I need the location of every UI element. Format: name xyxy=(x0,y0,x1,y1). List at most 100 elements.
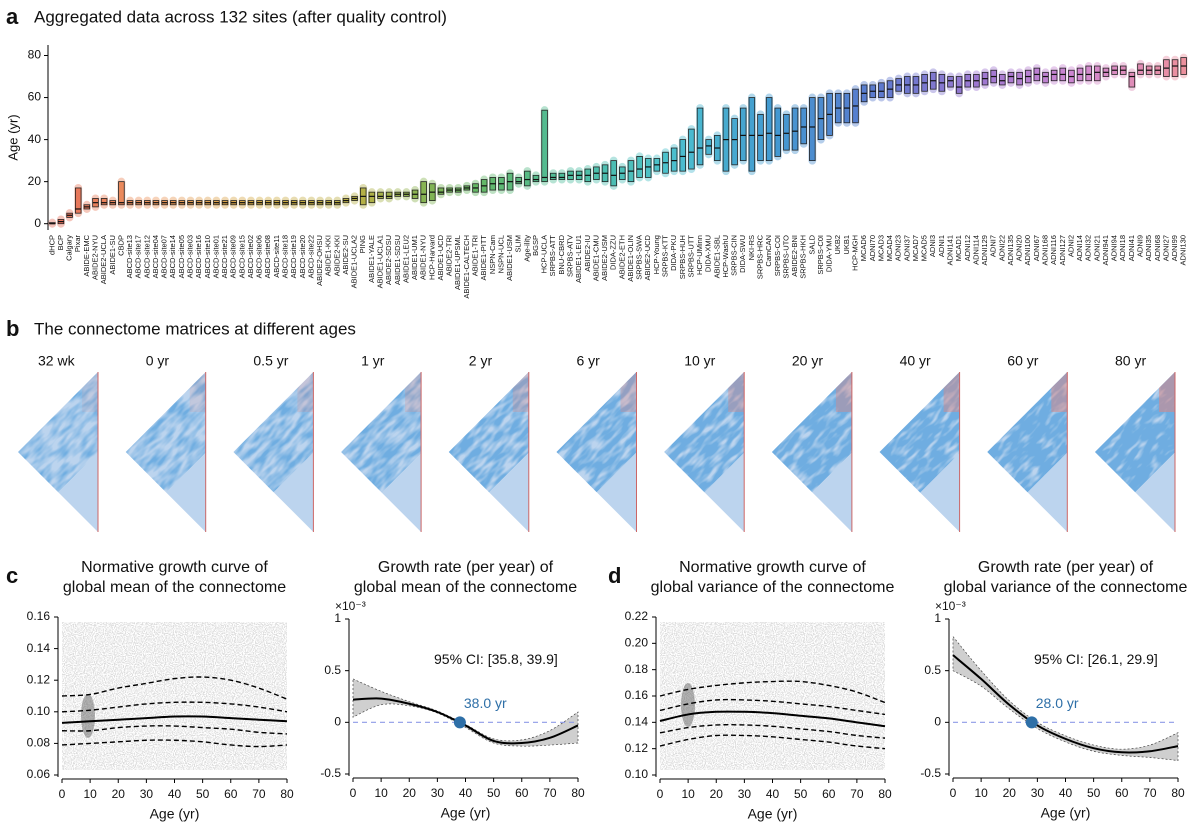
box xyxy=(377,191,384,199)
x-tick-label: BCP xyxy=(56,235,65,250)
x-tick-label: SRPBS-HUH xyxy=(678,235,687,279)
box xyxy=(731,118,738,166)
x-tick-label: ABIDE2-USM xyxy=(600,235,609,281)
x-tick-label: ADNI22 xyxy=(997,235,1006,261)
x-tick-label: ADNI130 xyxy=(1179,235,1188,265)
box xyxy=(947,76,954,88)
y-tick-label: 0.20 xyxy=(625,636,649,650)
x-axis-label: Age (yr) xyxy=(748,806,798,822)
centile-line xyxy=(61,725,288,735)
x-tick-label: 0 xyxy=(350,786,357,800)
x-tick-label: ADNI1 xyxy=(937,235,946,257)
x-tick-label: 30 xyxy=(431,786,445,800)
x-tick-label: UKB2 xyxy=(833,235,842,255)
x-tick-label: ADNI32 xyxy=(1084,235,1093,261)
x-tick-label: dHCP xyxy=(47,235,56,255)
x-tick-label: ADNI68 xyxy=(1153,235,1162,261)
x-tick-label: SRPBS-HKH xyxy=(799,235,808,279)
x-tick-label: ABIDE-EMC xyxy=(82,234,91,276)
matrix-title: 20 yr xyxy=(792,353,823,369)
annotation: 95% CI: [35.8, 39.9] xyxy=(434,651,558,667)
x-tick-label: ADNI20 xyxy=(1015,235,1024,261)
connectome-matrix xyxy=(987,372,1068,532)
x-tick-label: HCP-UMinn xyxy=(695,235,704,275)
matrix-hot xyxy=(943,372,960,412)
x-tick-label: SRPBS-CIN xyxy=(730,235,739,276)
chart-title: Growth rate (per year) of xyxy=(378,559,554,576)
x-tick-label: ABIDE1-TRI xyxy=(470,235,479,276)
matrix-hot xyxy=(189,372,206,412)
x-tick-label: ADNI127 xyxy=(1058,235,1067,265)
x-tick-label: NSPN-UCL xyxy=(496,235,505,273)
centile-line xyxy=(659,698,886,716)
scatter-cloud xyxy=(62,622,287,770)
matrix-hot xyxy=(1159,372,1175,412)
x-tick-label: SRPBS-HRC xyxy=(755,234,764,279)
box xyxy=(739,107,747,162)
x-tick-label: 10 xyxy=(974,786,988,800)
y-tick-label: 0.14 xyxy=(625,715,649,729)
x-tick-label: ABCD-site21 xyxy=(220,235,229,278)
x-tick-label: 30 xyxy=(738,787,752,801)
connectome-matrix xyxy=(771,372,852,532)
panel-label: a xyxy=(6,4,19,29)
x-tick-label: ADNI99 xyxy=(1170,235,1179,261)
x-tick-label: ADNI2 xyxy=(1066,235,1075,257)
zero-crossing xyxy=(1025,716,1038,729)
panel-label: d xyxy=(608,563,621,588)
x-tick-label: ABIDE2-KKI xyxy=(332,235,341,276)
matrix-title: 2 yr xyxy=(469,353,493,369)
x-tick-label: 0 xyxy=(950,786,957,800)
median-line xyxy=(659,710,886,728)
x-tick-label: ABIDE1-UM1 xyxy=(410,235,419,280)
x-tick-label: Calgary xyxy=(65,235,74,261)
x-tick-label: ADNI9 xyxy=(1135,235,1144,257)
x-tick-label: ABCD-site22 xyxy=(306,235,315,278)
x-tick-label: 10 xyxy=(681,787,695,801)
centile-line xyxy=(61,676,288,700)
connectome-matrix xyxy=(125,372,206,532)
y-tick-label: 0 xyxy=(334,715,341,729)
box xyxy=(558,172,566,180)
y-tick-label: 1 xyxy=(334,611,341,625)
x-tick-label: ADNI41 xyxy=(1127,235,1136,261)
x-tick-label: ABCD-site02 xyxy=(246,235,255,278)
x-tick-label: ABCD-site09 xyxy=(229,235,238,278)
x-tick-label: HCP-Young xyxy=(652,235,661,274)
box xyxy=(515,177,522,185)
box xyxy=(688,128,695,170)
x-tick-label: ADNI168 xyxy=(1040,235,1049,265)
x-tick-label: ABCD-site17 xyxy=(134,235,143,278)
x-tick-label: ABIDE1-OLIN xyxy=(626,235,635,282)
annotation: 95% CI: [26.1, 29.9] xyxy=(1034,651,1158,667)
box xyxy=(783,113,790,151)
x-tick-label: ADNI12 xyxy=(963,235,972,261)
x-tick-label: SRPBS-COI xyxy=(773,235,782,276)
matrix-title: 6 yr xyxy=(577,353,601,369)
x-tick-label: ABIDE2-BNI xyxy=(790,235,799,277)
x-tick-label: HCP-MGH xyxy=(850,235,859,271)
panel-label: b xyxy=(6,316,19,341)
x-tick-label: ABIDE1-SU xyxy=(108,235,117,275)
connectome-matrix xyxy=(556,372,637,532)
y-tick-label: 60 xyxy=(28,90,42,104)
x-tick-label: SRPBS-UTO xyxy=(781,235,790,279)
y-tick-label: 0.5 xyxy=(924,663,941,677)
x-tick-label: SRPBS-SWA xyxy=(635,235,644,280)
x-tick-label: PING xyxy=(358,235,367,254)
y-tick-label: 80 xyxy=(28,48,42,62)
x-tick-label: MCAD1 xyxy=(954,235,963,261)
box xyxy=(118,181,125,206)
box xyxy=(696,107,704,166)
y-tick-label: 0.16 xyxy=(625,688,649,702)
x-tick-label: MCAD6 xyxy=(859,235,868,261)
box xyxy=(800,107,807,145)
x-tick-label: ABIDE2-SU xyxy=(341,235,350,275)
x-tick-label: 40 xyxy=(1059,786,1073,800)
centile-line xyxy=(659,680,886,704)
x-tick-label: ABIDE1-LEU1 xyxy=(574,235,583,283)
x-tick-label: ADNI67 xyxy=(1032,235,1041,261)
confidence-band xyxy=(352,678,579,747)
x-tick-label: ADNI129 xyxy=(980,235,989,265)
x-tick-label: ABCD-site20 xyxy=(298,235,307,278)
